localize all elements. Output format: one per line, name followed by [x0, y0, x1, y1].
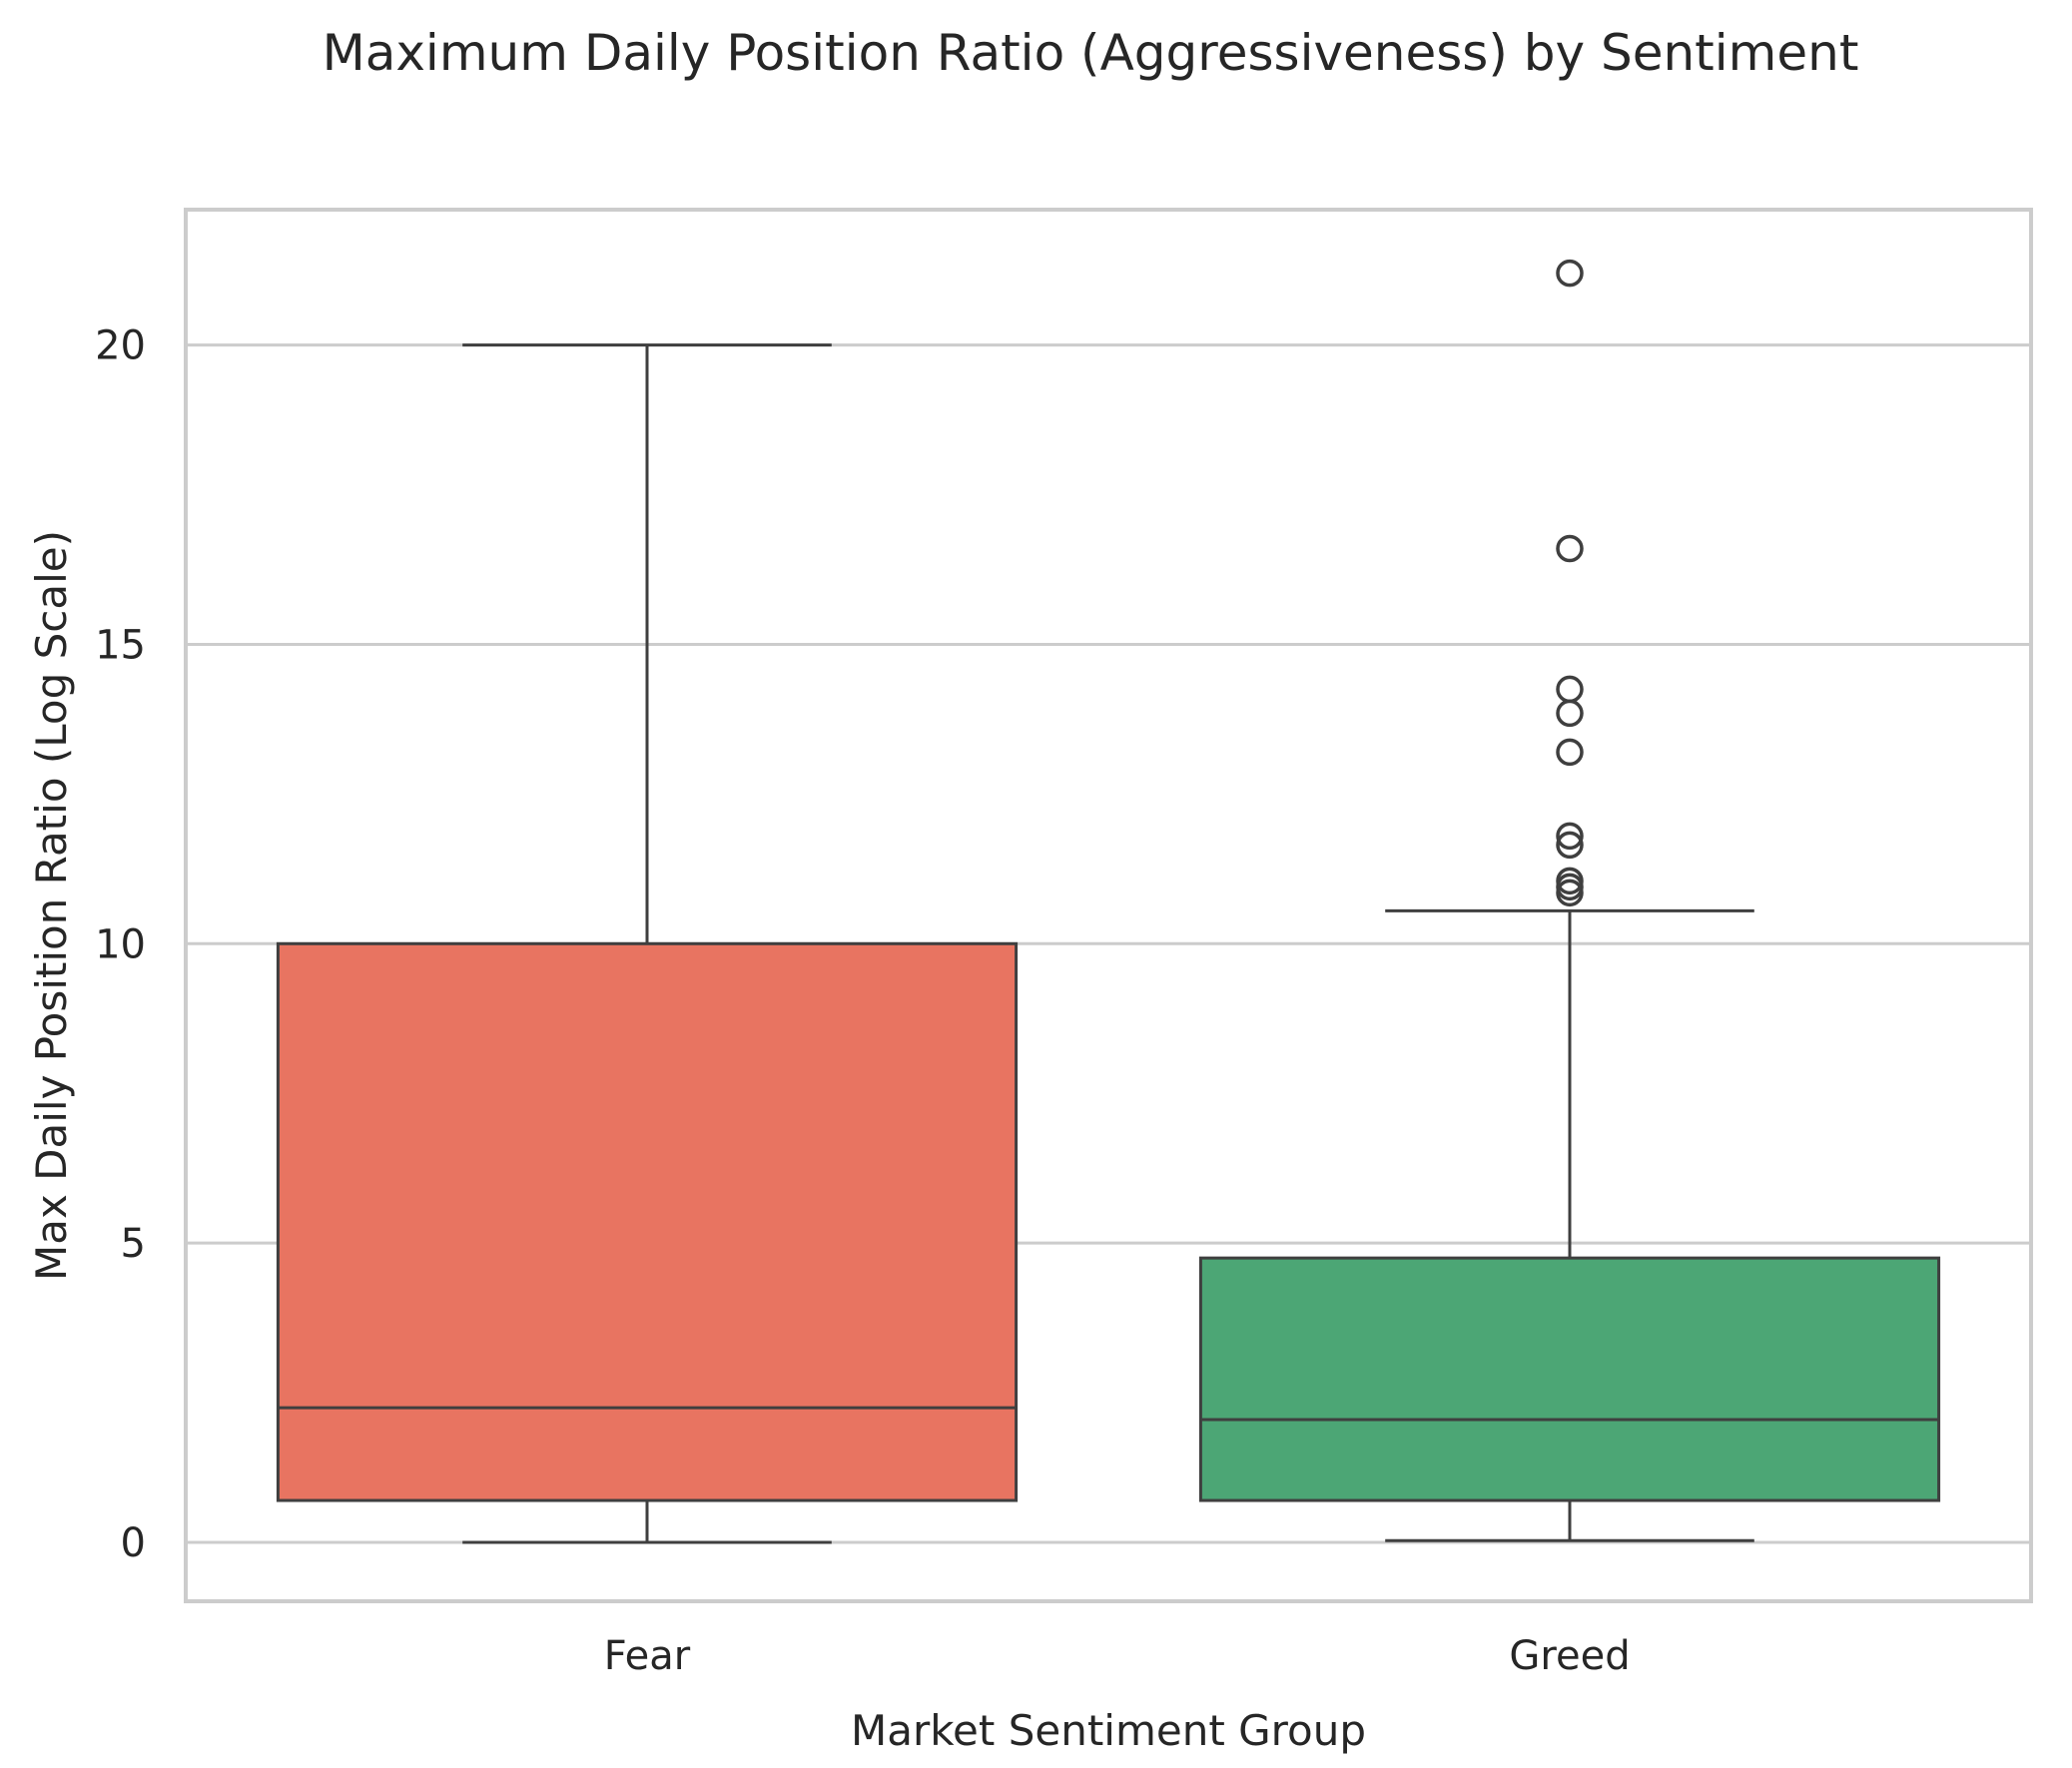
x-axis-ticks: Fear Greed — [604, 1633, 1631, 1679]
box-body-greed — [1198, 1256, 1941, 1502]
plot-frame — [184, 208, 2033, 1603]
y-tick-label: 0 — [121, 1520, 146, 1566]
outlier-point-greed — [1556, 534, 1584, 563]
chart-title: Maximum Daily Position Ratio (Aggressive… — [323, 24, 1859, 82]
outlier-point-greed — [1556, 259, 1584, 288]
y-tick-label: 20 — [95, 323, 146, 369]
x-axis-label: Market Sentiment Group — [851, 1706, 1366, 1755]
y-tick-label: 15 — [95, 622, 146, 668]
outlier-point-greed — [1556, 879, 1584, 907]
y-tick-label: 10 — [95, 921, 146, 967]
x-tick-label-fear: Fear — [604, 1633, 691, 1679]
outlier-point-greed — [1556, 831, 1584, 860]
outlier-point-greed — [1556, 675, 1584, 704]
box-body-fear — [276, 941, 1019, 1502]
x-tick-label-greed: Greed — [1509, 1633, 1630, 1679]
y-axis-ticks: 0 5 10 15 20 — [95, 323, 146, 1566]
box-plot-series — [276, 259, 1941, 1544]
outlier-point-greed — [1556, 822, 1584, 851]
outlier-point-greed — [1556, 699, 1584, 728]
box-fear — [276, 343, 1019, 1544]
outlier-point-greed — [1556, 738, 1584, 767]
y-tick-label: 5 — [121, 1221, 146, 1267]
box-greed — [1198, 259, 1941, 1542]
y-axis-label: Max Daily Position Ratio (Log Scale) — [27, 530, 76, 1281]
